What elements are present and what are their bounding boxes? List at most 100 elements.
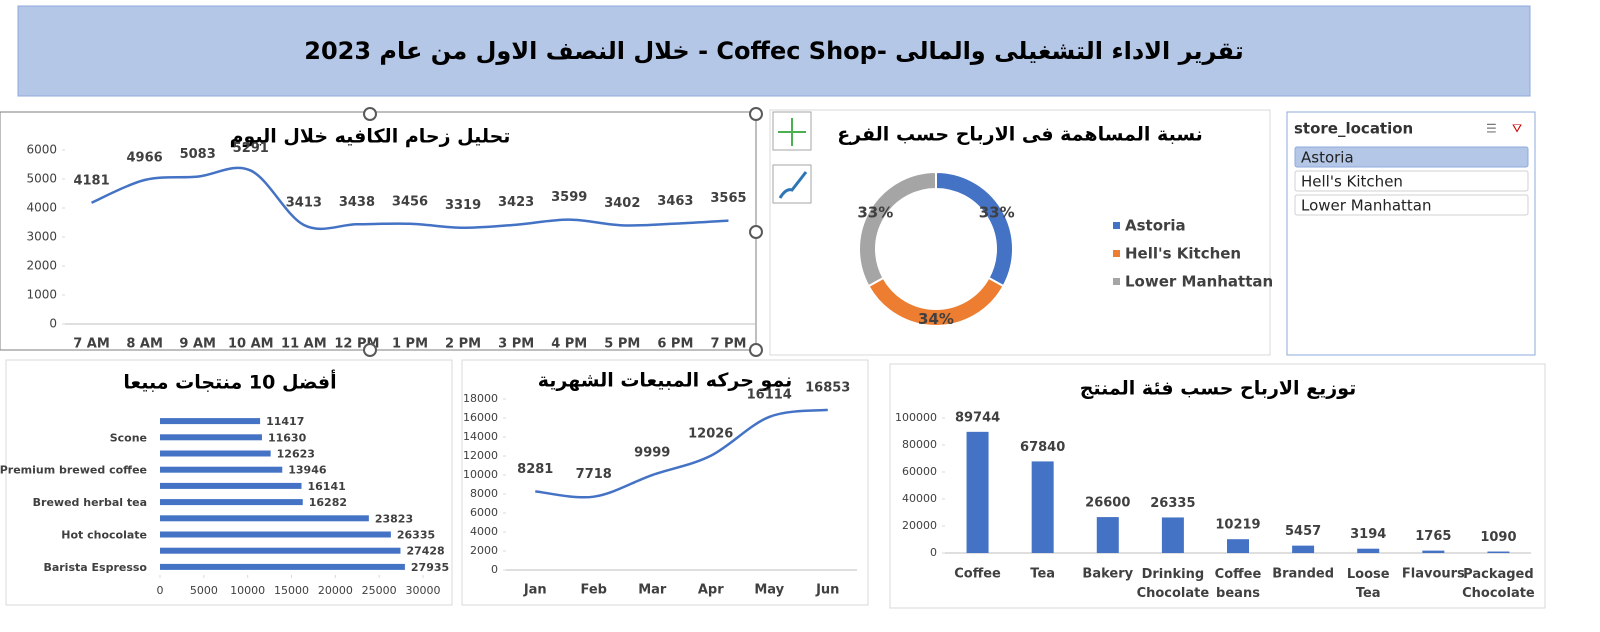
resize-handle[interactable] — [363, 343, 377, 357]
y-tick-label: 16000 — [463, 411, 498, 424]
chart-styles-button[interactable] — [772, 164, 812, 204]
slicer-item-label[interactable]: Lower Manhattan — [1301, 197, 1432, 215]
chart-title: نسبة المساهمة فى الارباح حسب الفرع — [837, 124, 1203, 146]
slicer-item-label[interactable]: Astoria — [1301, 149, 1354, 167]
resize-handle[interactable] — [749, 107, 763, 121]
data-label: 3438 — [339, 195, 375, 210]
y-tick-label: Premium brewed coffee — [0, 464, 147, 477]
slicer-item[interactable] — [1294, 194, 1529, 216]
chart-title: توزيع الارباح حسب فئة المنتج — [1080, 378, 1357, 400]
x-tick-label: 4 PM — [551, 337, 587, 352]
chart-title: أفضل 10 منتجات مبيعا — [123, 370, 336, 394]
y-tick-label: 3000 — [26, 230, 57, 244]
bar — [1096, 517, 1119, 553]
bar — [1422, 550, 1445, 553]
x-tick-label: 2 PM — [445, 337, 481, 352]
y-tick-label: 0 — [49, 317, 57, 331]
x-tick-label: 1 PM — [392, 337, 428, 352]
bar — [160, 434, 262, 441]
data-label: 3456 — [392, 194, 428, 209]
legend-swatch — [1113, 222, 1120, 229]
data-label: 23823 — [375, 512, 413, 525]
y-tick-label: 4000 — [470, 525, 498, 538]
legend-swatch — [1113, 250, 1120, 257]
bar — [1292, 545, 1315, 553]
data-label: 1090 — [1480, 530, 1516, 545]
x-tick-label: Tea — [1030, 567, 1055, 582]
data-label: 3194 — [1350, 527, 1386, 542]
chart-panel — [461, 359, 869, 606]
data-label: 3463 — [657, 194, 693, 209]
data-label: 10219 — [1215, 518, 1260, 533]
x-tick-label: 10000 — [230, 584, 265, 597]
x-tick-label: 10 AM — [228, 337, 274, 352]
plus-icon — [778, 118, 806, 146]
x-tick-label: Apr — [698, 583, 724, 598]
resize-handle[interactable] — [749, 343, 763, 357]
x-tick-label: May — [754, 583, 784, 598]
x-tick-label: 5 PM — [604, 337, 640, 352]
data-label: 1765 — [1415, 529, 1451, 544]
data-label: 89744 — [955, 410, 1000, 425]
legend-swatch — [1113, 278, 1120, 285]
x-tick-label: Mar — [638, 583, 667, 598]
x-tick-label: Coffee beans — [1215, 567, 1262, 601]
y-tick-label: 10000 — [463, 468, 498, 481]
chart-panel — [0, 111, 757, 351]
data-label: 5083 — [180, 147, 216, 162]
x-tick-label: 7 PM — [710, 337, 746, 352]
x-tick-label: 9 AM — [179, 337, 216, 352]
clear-filter-icon[interactable]: ⛛ — [1512, 122, 1522, 136]
bar — [1227, 539, 1249, 553]
y-tick-label: 6000 — [470, 506, 498, 519]
x-tick-label: 15000 — [274, 584, 309, 597]
chart-panel — [769, 109, 1271, 356]
data-label: 27935 — [411, 561, 449, 574]
y-tick-label: 5000 — [26, 172, 57, 186]
bar — [160, 563, 405, 570]
resize-handle[interactable] — [749, 225, 763, 239]
y-tick-label: 100000 — [895, 411, 937, 424]
data-label: 3565 — [710, 191, 746, 206]
data-label: 26335 — [1150, 496, 1195, 511]
donut-slice — [858, 170, 937, 288]
data-label: 34% — [918, 310, 954, 328]
data-label: 3423 — [498, 195, 534, 210]
slicer-item[interactable] — [1294, 146, 1529, 168]
x-tick-label: Bakery — [1082, 567, 1133, 582]
bar — [966, 431, 989, 553]
y-tick-label: 0 — [491, 563, 498, 576]
y-tick-label: Scone — [110, 431, 147, 444]
bar — [160, 466, 283, 473]
data-label: 12026 — [688, 426, 733, 441]
data-label: 27428 — [406, 545, 444, 558]
bar — [160, 515, 369, 522]
y-tick-label: 4000 — [26, 201, 57, 215]
y-tick-label: 0 — [930, 546, 937, 559]
data-label: 67840 — [1020, 440, 1065, 455]
bar — [160, 482, 302, 489]
y-tick-label: 12000 — [463, 449, 498, 462]
bar — [1161, 517, 1184, 553]
data-label: 3413 — [286, 196, 322, 211]
data-label: 3599 — [551, 190, 587, 205]
slicer-item-label[interactable]: Hell's Kitchen — [1301, 173, 1403, 191]
chart-panel — [889, 363, 1546, 609]
resize-handle[interactable] — [363, 107, 377, 121]
y-tick-label: 6000 — [26, 143, 57, 157]
legend-label: Hell's Kitchen — [1125, 245, 1241, 263]
slicer-item[interactable] — [1294, 170, 1529, 192]
chart-title: نمو حركه المبيعات الشهرية — [538, 370, 793, 392]
data-label: 5291 — [233, 141, 269, 156]
data-label: 13946 — [288, 464, 327, 477]
multi-select-icon[interactable]: ☰ — [1486, 122, 1497, 136]
bar — [160, 418, 261, 425]
data-label: 4181 — [73, 173, 109, 188]
slicer-title: store_location — [1294, 120, 1413, 138]
x-tick-label: Loose Tea — [1347, 567, 1390, 601]
x-tick-label: 25000 — [362, 584, 397, 597]
x-tick-label: 7 AM — [73, 337, 110, 352]
x-tick-label: Branded — [1272, 567, 1334, 582]
x-tick-label: Flavours — [1402, 567, 1465, 582]
